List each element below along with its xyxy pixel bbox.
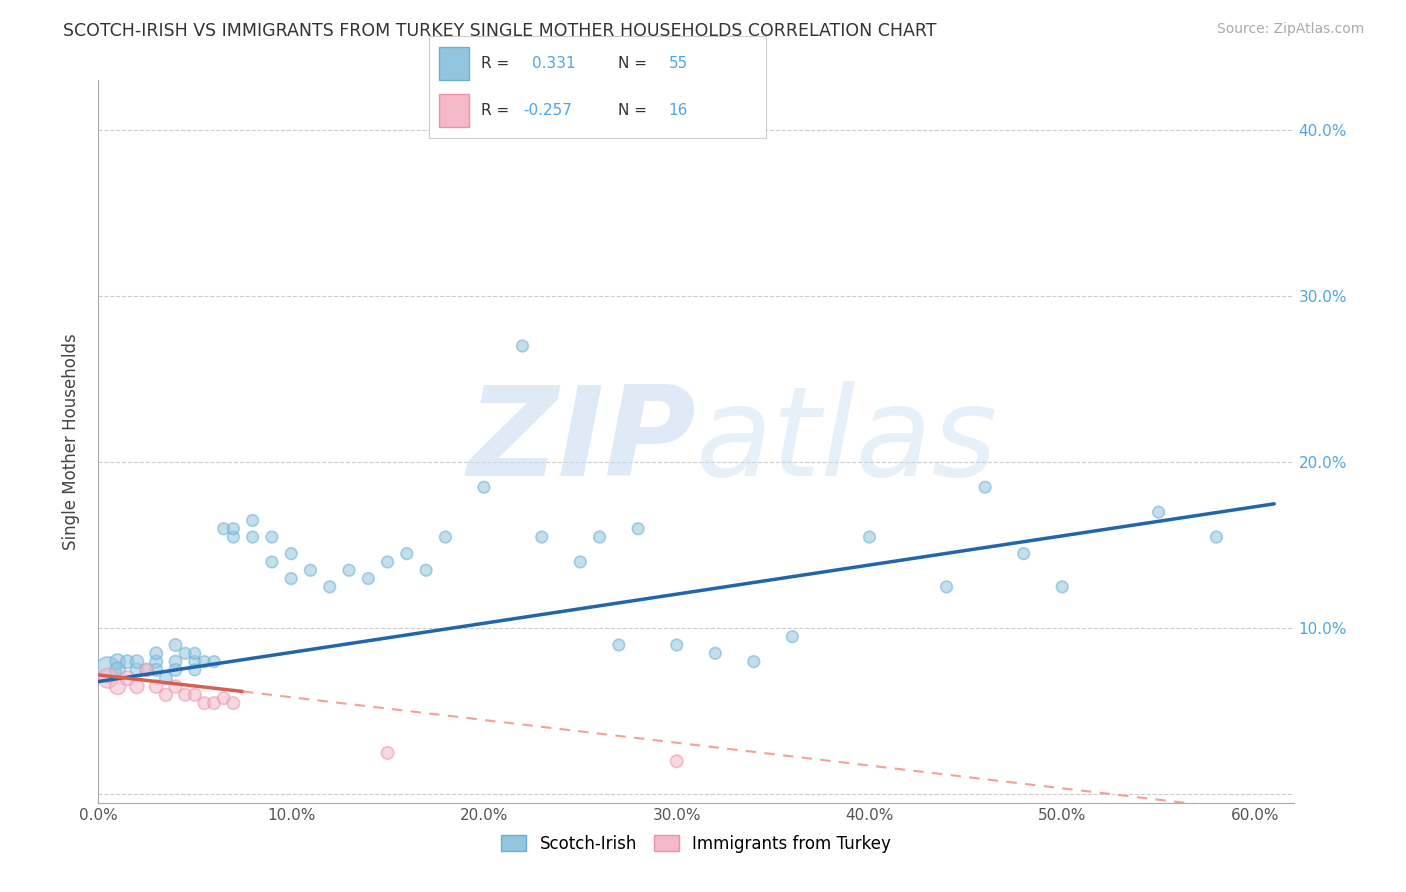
Point [145,663,167,677]
Point [193,696,215,710]
Text: ZIP: ZIP [467,381,696,502]
Point [377,555,399,569]
Point [107,663,129,677]
Text: 16: 16 [668,103,688,118]
Point [1012,547,1035,561]
Point [935,580,957,594]
Text: -0.257: -0.257 [523,103,572,118]
Point [319,580,342,594]
Point [357,572,380,586]
Point [165,655,187,669]
Legend: Scotch-Irish, Immigrants from Turkey: Scotch-Irish, Immigrants from Turkey [495,828,897,860]
Point [665,638,688,652]
Point [569,555,592,569]
Point [193,655,215,669]
Point [135,663,157,677]
Point [299,563,322,577]
Point [512,339,534,353]
Point [165,638,187,652]
Point [174,646,197,660]
Point [184,655,207,669]
Point [165,680,187,694]
Text: 0.331: 0.331 [531,56,575,70]
Text: N =: N = [617,56,647,70]
Point [165,663,187,677]
Point [117,671,139,685]
Point [742,655,765,669]
Point [184,663,207,677]
Point [627,522,650,536]
Text: SCOTCH-IRISH VS IMMIGRANTS FROM TURKEY SINGLE MOTHER HOUSEHOLDS CORRELATION CHAR: SCOTCH-IRISH VS IMMIGRANTS FROM TURKEY S… [63,22,936,40]
Point [472,480,495,494]
Point [260,555,283,569]
Point [107,655,129,669]
Point [260,530,283,544]
Text: atlas: atlas [696,381,998,502]
Text: 55: 55 [668,56,688,70]
Point [1205,530,1227,544]
Point [97,663,120,677]
Point [222,530,245,544]
Point [415,563,437,577]
Point [530,530,553,544]
Point [858,530,880,544]
Point [125,655,148,669]
Point [97,671,120,685]
Point [155,688,177,702]
Point [202,655,225,669]
Point [184,646,207,660]
Point [1147,505,1170,519]
Point [704,646,727,660]
Point [145,655,167,669]
Point [588,530,610,544]
Point [1050,580,1073,594]
Text: R =: R = [481,103,509,118]
Point [377,746,399,760]
Point [280,572,302,586]
Point [155,671,177,685]
Point [782,630,804,644]
FancyBboxPatch shape [439,47,470,79]
Point [280,547,302,561]
Point [212,522,235,536]
Point [607,638,630,652]
Point [974,480,997,494]
Point [212,691,235,706]
Y-axis label: Single Mother Households: Single Mother Households [62,334,80,549]
Point [242,530,264,544]
Point [222,522,245,536]
Point [434,530,457,544]
Point [145,680,167,694]
Point [202,696,225,710]
Point [174,688,197,702]
Point [222,696,245,710]
Point [107,680,129,694]
Text: R =: R = [481,56,509,70]
Point [395,547,418,561]
Point [242,513,264,527]
Point [665,754,688,768]
Point [125,663,148,677]
Text: N =: N = [617,103,647,118]
Point [125,680,148,694]
Point [145,646,167,660]
Point [117,655,139,669]
Point [135,663,157,677]
Point [337,563,360,577]
Text: Source: ZipAtlas.com: Source: ZipAtlas.com [1216,22,1364,37]
FancyBboxPatch shape [439,95,470,127]
Point [184,688,207,702]
